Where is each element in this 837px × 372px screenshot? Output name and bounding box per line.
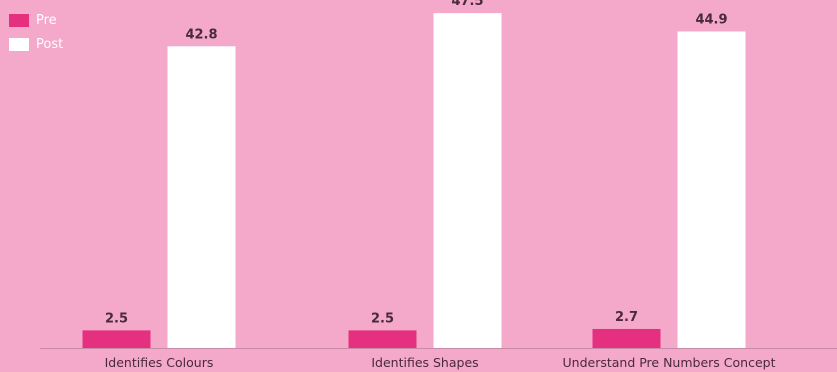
bar-pre-1 xyxy=(82,330,151,348)
legend-item-pre: Pre xyxy=(9,8,63,32)
legend: Pre Post xyxy=(9,8,63,56)
data-label-pre-3: 2.7 xyxy=(615,310,638,325)
bar-pre-2 xyxy=(348,330,417,348)
legend-label-post: Post xyxy=(36,36,64,52)
legend-item-post: Post xyxy=(9,32,63,56)
bar-post-2 xyxy=(433,13,502,348)
legend-label-pre: Pre xyxy=(36,12,57,28)
data-label-pre-2: 2.5 xyxy=(371,311,394,326)
legend-swatch-pre xyxy=(9,13,29,27)
bar-post-1 xyxy=(167,46,236,348)
category-label-1: Identifies Colours xyxy=(105,355,214,370)
data-label-post-3: 44.9 xyxy=(695,12,727,27)
category-label-3: Understand Pre Numbers Concept xyxy=(563,355,776,370)
data-label-pre-1: 2.5 xyxy=(105,311,128,326)
category-label-2: Identifies Shapes xyxy=(371,355,478,370)
data-label-post-2: 47.5 xyxy=(451,0,483,9)
legend-swatch-post xyxy=(9,37,29,51)
bar-pre-3 xyxy=(592,328,661,348)
data-label-post-1: 42.8 xyxy=(185,27,217,42)
bar-post-3 xyxy=(677,31,746,349)
